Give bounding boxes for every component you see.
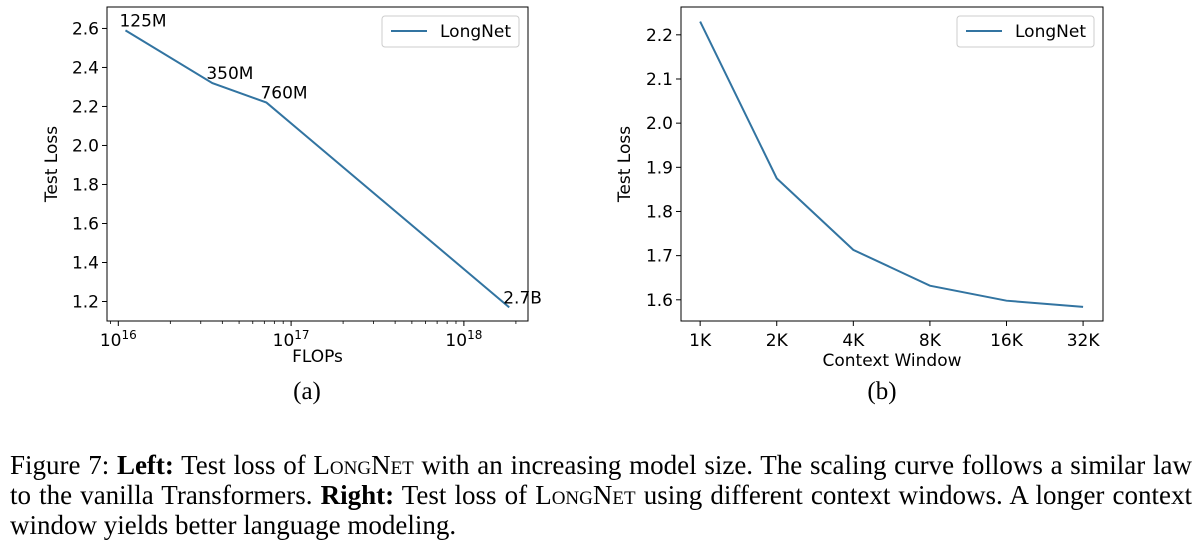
y-tick-label: 2.4 [72, 58, 99, 78]
y-tick-label: 2.6 [72, 19, 99, 39]
caption-text-3: Test loss of [394, 480, 536, 510]
subfigure-label-b: (b) [867, 378, 897, 405]
x-tick-label: 1K [689, 331, 712, 351]
y-tick-label: 1.6 [646, 291, 673, 311]
x-tick-label: 16K [990, 331, 1024, 351]
legend-box [956, 15, 1095, 48]
y-tick-label: 1.4 [72, 253, 99, 273]
caption-text-1: Test loss of [173, 450, 314, 480]
x-tick-label: 4K [842, 331, 865, 351]
series-line-longnet [699, 21, 1084, 308]
x-tick-label: 1018 [445, 328, 482, 351]
x-tick-label: 1017 [273, 328, 310, 351]
y-tick-label: 2.2 [646, 26, 673, 46]
x-tick-label: 32K [1067, 331, 1101, 351]
y-tick-label: 1.6 [72, 214, 99, 234]
axes-frame [680, 6, 1104, 322]
y-tick-label: 2.1 [646, 70, 673, 90]
legend-label: LongNet [440, 22, 511, 42]
axes-frame [106, 6, 529, 322]
legend-box [381, 15, 520, 48]
point-annotation: 350M [206, 64, 253, 84]
legend-label: LongNet [1015, 22, 1086, 42]
caption-text-4: using different context windows. A longe… [10, 480, 1193, 540]
figure-caption: Figure 7: Left: Test loss of LongNet wit… [10, 450, 1192, 540]
y-tick-label: 2.0 [72, 136, 99, 156]
y-tick-label: 1.7 [646, 247, 673, 267]
caption-prefix: Figure 7: [10, 450, 117, 480]
caption-left-label: Left: [116, 450, 174, 480]
y-tick-label: 2.0 [646, 114, 673, 134]
y-axis-label: Test Loss [615, 126, 635, 203]
y-tick-label: 1.9 [646, 158, 673, 178]
point-annotation: 125M [119, 11, 166, 31]
x-axis-label: Context Window [822, 351, 961, 371]
caption-right-label: Right: [320, 480, 395, 510]
x-tick-label: 1016 [100, 328, 137, 351]
y-tick-label: 1.8 [72, 175, 99, 195]
caption-model-name-2: LongNet [535, 480, 636, 510]
x-tick-label: 2K [766, 331, 789, 351]
y-tick-label: 2.2 [72, 97, 99, 117]
point-annotation: 2.7B [503, 288, 542, 308]
caption-model-name: LongNet [313, 450, 414, 480]
caption-text-2: with an increasing model size. The scali… [10, 450, 1192, 510]
x-axis-label: FLOPs [292, 347, 343, 367]
point-annotation: 760M [260, 84, 307, 104]
y-tick-label: 1.2 [72, 292, 99, 312]
y-axis-label: Test Loss [42, 126, 62, 203]
figure-plots: 1.2 1.4 1.6 1.8 2.0 2.2 2.4 2.6 1016 1017 1018 125M… [42, 6, 1104, 371]
series-line-longnet [124, 29, 510, 309]
subfigure-label-a: (a) [293, 378, 321, 405]
y-tick-label: 1.8 [646, 202, 673, 222]
x-tick-label: 8K [919, 331, 942, 351]
